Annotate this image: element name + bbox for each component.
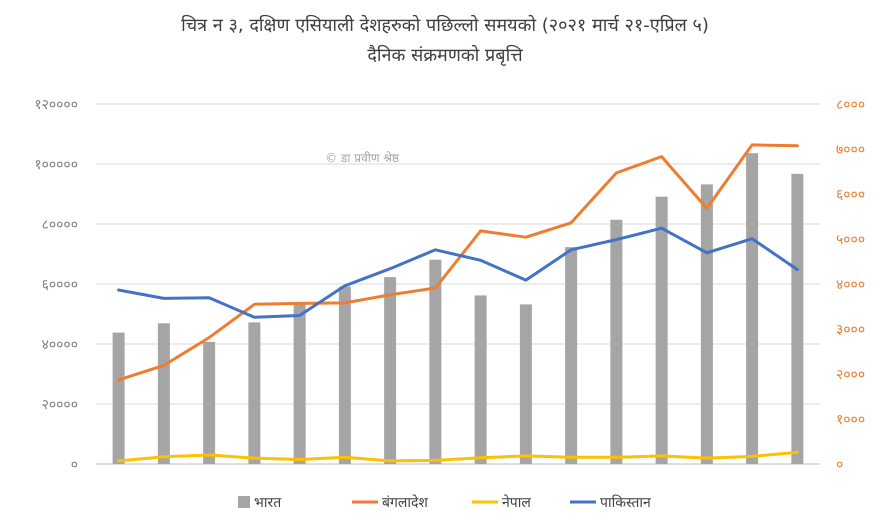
bar-series-group — [112, 153, 804, 464]
bar-7 — [429, 259, 442, 464]
bar-4 — [293, 303, 306, 464]
chart-title-line2: दैनिक संक्रमणको प्रबृत्ति — [367, 44, 523, 66]
bar-1 — [157, 323, 170, 464]
bar-13 — [700, 184, 713, 464]
y-left-tick-label: १२०००० — [34, 97, 78, 113]
y-right-tick-label: १००० — [836, 412, 865, 428]
series-line-2 — [117, 450, 799, 463]
series-line-3 — [117, 226, 799, 319]
bar-10 — [565, 247, 578, 464]
bar-8 — [474, 295, 487, 464]
y-left-tick-label: २०००० — [42, 397, 78, 413]
watermark: © डा प्रवीण श्रेष्ठ — [325, 151, 400, 165]
y-right-tick-label: ० — [836, 457, 843, 473]
series-line-1 — [117, 143, 799, 382]
legend-label: नेपाल — [502, 494, 531, 511]
y-right-tick-label: ५००० — [836, 232, 865, 248]
legend-label: पाकिस्तान — [600, 494, 651, 511]
bar-5 — [338, 286, 351, 464]
y-right-tick-label: २००० — [836, 367, 865, 383]
legend-swatch — [238, 496, 250, 508]
bar-11 — [610, 219, 623, 464]
y-right-tick-label: ३००० — [836, 322, 865, 338]
legend-label: बंगलादेश — [382, 494, 428, 511]
bar-12 — [655, 196, 668, 464]
bar-0 — [112, 332, 125, 464]
legend-label: भारत — [254, 495, 282, 511]
y-left-tick-label: ० — [71, 457, 78, 473]
gridlines — [96, 103, 820, 465]
chart-title-line1: चित्र न ३, दक्षिण एसियाली देशहरुको पछिल्… — [181, 14, 709, 36]
bar-2 — [203, 341, 216, 464]
y-left-tick-label: १००००० — [34, 157, 78, 173]
y-axis-left: ० २०००० ४०००० ६०००० ८०००० १००००० १२०००० — [34, 97, 78, 473]
bar-9 — [519, 304, 532, 464]
bar-15 — [791, 173, 804, 464]
legend: भारत बंगलादेश नेपाल पाकिस्तान — [238, 494, 651, 511]
y-left-tick-label: ४०००० — [42, 337, 78, 353]
y-right-tick-label: ४००० — [836, 277, 865, 293]
line-series-group — [117, 143, 799, 463]
bar-6 — [384, 277, 397, 464]
y-axis-right: ० १००० २००० ३००० ४००० ५००० ६००० ७००० ८००० — [836, 97, 865, 473]
y-right-tick-label: ८००० — [836, 97, 865, 113]
y-right-tick-label: ६००० — [836, 187, 865, 203]
bar-3 — [248, 322, 261, 464]
y-left-tick-label: ८०००० — [42, 217, 78, 233]
y-right-tick-label: ७००० — [836, 142, 865, 158]
y-left-tick-label: ६०००० — [42, 277, 78, 293]
bar-14 — [746, 153, 759, 464]
